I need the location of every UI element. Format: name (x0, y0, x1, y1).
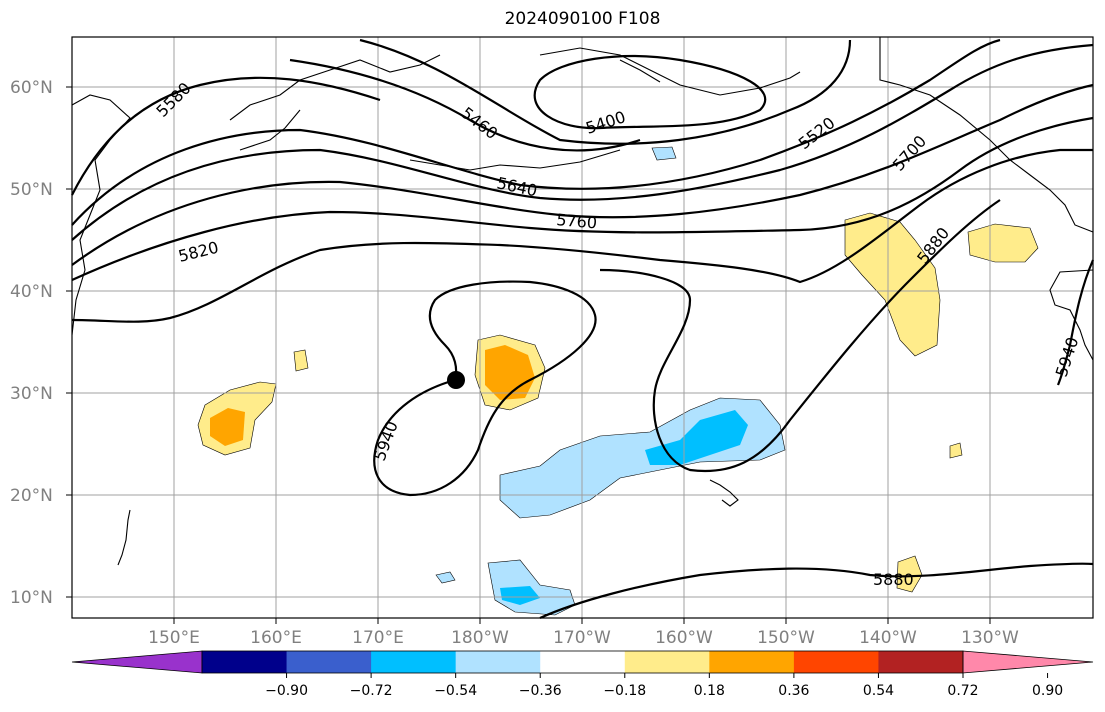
colorbar-tick-label: −0.18 (603, 683, 646, 699)
contour-label: 5640 (495, 173, 539, 200)
positive-anomaly-region (896, 555, 923, 593)
lon-label: 130°W (961, 628, 1019, 648)
latitude-labels: 60°N 50°N 40°N 30°N 20°N 10°N (10, 78, 53, 608)
lat-label: 10°N (10, 588, 53, 608)
contour-label: 5760 (556, 210, 598, 232)
colorbar-tick-label: 0.36 (778, 683, 809, 699)
colorbar-segment (202, 651, 288, 673)
lat-label: 60°N (10, 78, 53, 98)
contour-5700 (71, 43, 1094, 241)
lon-label: 170°W (553, 628, 611, 648)
contour-label-group: 5580 5460 5400 5520 5700 5640 5760 5820 … (152, 79, 1082, 589)
negative-anomaly-region (435, 571, 456, 584)
negative-anomaly-region (500, 586, 540, 605)
lat-label: 20°N (10, 486, 53, 506)
contour-5460 (289, 58, 641, 152)
colorbar-tick-label: 0.18 (694, 683, 725, 699)
colorbar-segment (624, 651, 710, 673)
contour-5400 (533, 55, 767, 130)
coastlines (71, 37, 1094, 566)
colorbar-segment (709, 651, 795, 673)
negative-anomaly-region (651, 146, 677, 161)
lon-label: 140°W (859, 628, 917, 648)
anomaly-shading (197, 146, 1039, 616)
negative-anomaly-region (487, 559, 576, 616)
colorbar-tick-label: 0.72 (947, 683, 978, 699)
positive-anomaly-region (844, 212, 941, 357)
colorbar-tick-label: 0.54 (863, 683, 894, 699)
contour-5940-ring (373, 280, 597, 497)
colorbar-extend-low (71, 650, 203, 674)
contour-label: 5940 (370, 419, 402, 464)
lon-label: 160°E (250, 628, 302, 648)
colorbar-tick-label: −0.36 (519, 683, 562, 699)
graticule (72, 37, 1093, 618)
contour-label: 5880 (873, 570, 914, 589)
contour-5760 (71, 83, 1094, 266)
map-title: 2024090100 F108 (504, 9, 661, 29)
positive-anomaly-region (949, 442, 963, 459)
lon-label: 150°W (757, 628, 815, 648)
tick-marks (66, 86, 991, 624)
lat-label: 30°N (10, 384, 53, 404)
colorbar-segment (371, 651, 457, 673)
contour-label: 5940 (1052, 335, 1083, 380)
contour-label: 5460 (458, 103, 502, 143)
contour-5580 (71, 76, 381, 196)
positive-anomaly-region (293, 349, 309, 372)
storm-center-dot (447, 371, 465, 389)
contour-5880-loop (599, 199, 1001, 473)
lon-label: 160°W (655, 628, 713, 648)
lat-label: 40°N (10, 282, 53, 302)
lon-label: 170°E (352, 628, 404, 648)
contour-5520 (359, 38, 852, 145)
colorbar-segment (540, 651, 626, 673)
positive-anomaly-region (210, 408, 245, 446)
height-contours (71, 38, 1095, 620)
contour-5880-north (71, 148, 1093, 323)
contour-label: 5520 (795, 113, 839, 153)
contour-5640 (71, 38, 1001, 226)
contour-5820 (71, 116, 1094, 282)
negative-anomaly-region (499, 397, 786, 519)
colorbar-segment (286, 651, 372, 673)
colorbar-tick-label: 0.90 (1032, 683, 1063, 699)
contour-5940-east (1056, 259, 1095, 386)
lon-label: 150°E (148, 628, 200, 648)
colorbar-frame (201, 650, 964, 674)
negative-anomaly-region (645, 410, 748, 465)
contour-label: 5400 (583, 107, 628, 138)
longitude-labels: 150°E 160°E 170°E 180°W 170°W 160°W 150°… (148, 628, 1019, 648)
positive-anomaly-region (967, 223, 1039, 263)
positive-anomaly-region (485, 345, 535, 400)
colorbar-tick-label: −0.90 (265, 683, 308, 699)
colorbar-segment (793, 651, 879, 673)
colorbar-extend-high (962, 650, 1094, 674)
colorbar: −0.90 −0.72 −0.54 −0.36 −0.18 0.18 0.36 0.54 0.7… (71, 650, 1094, 699)
colorbar-segment (455, 651, 541, 673)
contour-5880-south (539, 562, 1094, 620)
lat-label: 50°N (10, 180, 53, 200)
contour-label: 5820 (176, 238, 220, 266)
colorbar-tick-label: −0.54 (434, 683, 477, 699)
colorbar-tick-label: −0.72 (350, 683, 393, 699)
lon-label: 180°W (451, 628, 509, 648)
colorbar-segment (878, 651, 964, 673)
